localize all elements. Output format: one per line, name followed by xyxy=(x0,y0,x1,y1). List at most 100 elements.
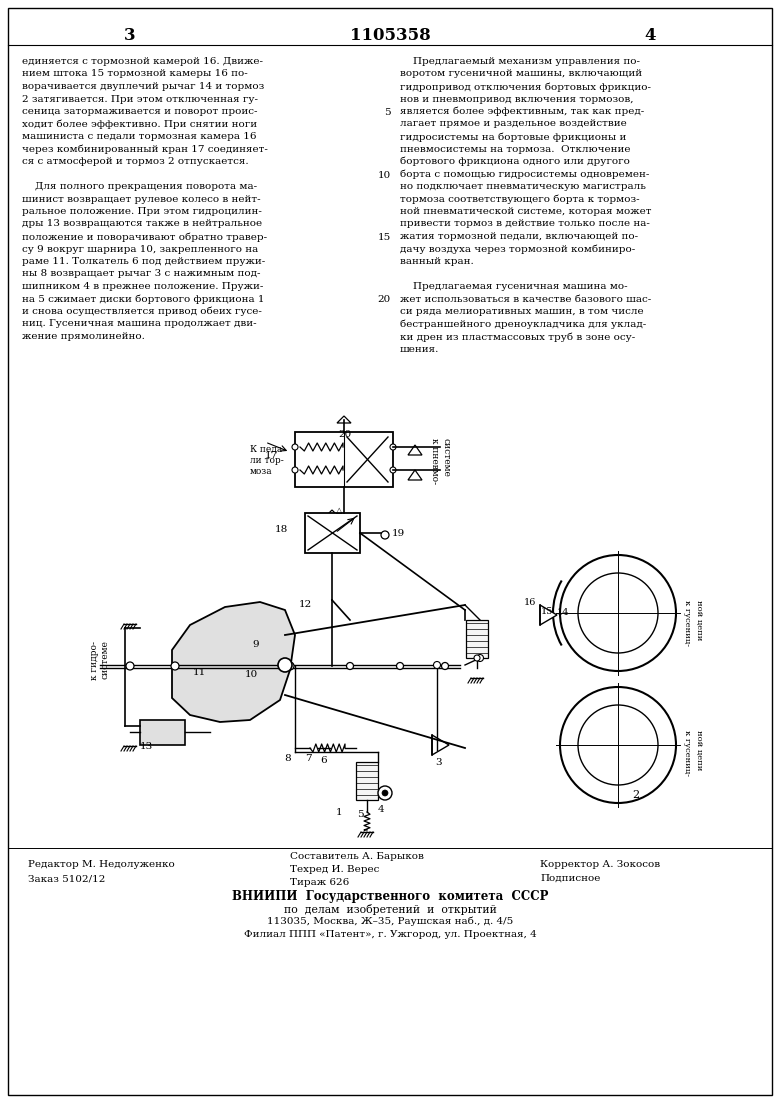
Text: ки дрен из пластмассовых труб в зоне осу-: ки дрен из пластмассовых труб в зоне осу… xyxy=(400,332,635,342)
Text: 8: 8 xyxy=(285,754,291,763)
Text: 1: 1 xyxy=(336,808,342,817)
Text: и снова осуществляется привод обеих гусе-: и снова осуществляется привод обеих гусе… xyxy=(22,307,262,317)
Text: бортового фрикциона одного или другого: бортового фрикциона одного или другого xyxy=(400,157,630,167)
Circle shape xyxy=(578,572,658,653)
Circle shape xyxy=(381,531,389,539)
Polygon shape xyxy=(432,735,449,754)
Text: 2: 2 xyxy=(632,790,639,800)
Text: нов и пневмопривод включения тормозов,: нов и пневмопривод включения тормозов, xyxy=(400,95,633,104)
Text: Предлагаемая гусеничная машина мо-: Предлагаемая гусеничная машина мо- xyxy=(400,282,628,291)
Text: к пневмо-: к пневмо- xyxy=(430,438,439,484)
Text: ниц. Гусеничная машина продолжает дви-: ниц. Гусеничная машина продолжает дви- xyxy=(22,320,257,329)
Text: Филиал ППП «Патент», г. Ужгород, ул. Проектная, 4: Филиал ППП «Патент», г. Ужгород, ул. Про… xyxy=(243,930,537,939)
Text: положение и поворачивают обратно травер-: положение и поворачивают обратно травер- xyxy=(22,232,267,242)
Text: ной цепи: ной цепи xyxy=(695,730,703,770)
Bar xyxy=(295,432,393,488)
Text: Корректор А. Зокосов: Корректор А. Зокосов xyxy=(540,860,660,869)
Circle shape xyxy=(126,662,134,670)
Text: шипником 4 в прежнее положение. Пружи-: шипником 4 в прежнее положение. Пружи- xyxy=(22,282,264,291)
Text: бестраншейного дреноукладчика для уклад-: бестраншейного дреноукладчика для уклад- xyxy=(400,320,647,329)
Text: 4: 4 xyxy=(644,26,656,43)
Text: воротом гусеничной машины, включающий: воротом гусеничной машины, включающий xyxy=(400,69,642,78)
Text: лагает прямое и раздельное воздействие: лагает прямое и раздельное воздействие xyxy=(400,119,627,129)
Text: гидропривод отключения бортовых фрикцио-: гидропривод отключения бортовых фрикцио- xyxy=(400,82,651,92)
Text: 10: 10 xyxy=(245,670,258,679)
Text: шения.: шения. xyxy=(400,344,439,353)
Text: Редактор М. Недолуженко: Редактор М. Недолуженко xyxy=(28,860,175,869)
Circle shape xyxy=(560,555,676,671)
Circle shape xyxy=(396,663,403,670)
Circle shape xyxy=(390,445,396,450)
Circle shape xyxy=(382,790,388,796)
Text: Предлагаемый механизм управления по-: Предлагаемый механизм управления по- xyxy=(400,57,640,66)
Circle shape xyxy=(477,654,484,662)
Circle shape xyxy=(346,663,353,670)
Text: 17: 17 xyxy=(264,451,278,460)
Text: Техред И. Верес: Техред И. Верес xyxy=(290,865,379,874)
Text: 1105358: 1105358 xyxy=(349,26,431,43)
Text: раме 11. Толкатель 6 под действием пружи-: раме 11. Толкатель 6 под действием пружи… xyxy=(22,257,265,266)
Text: 19: 19 xyxy=(392,528,406,537)
Text: на 5 сжимает диски бортового фрикциона 1: на 5 сжимает диски бортового фрикциона 1 xyxy=(22,295,264,304)
Text: 3: 3 xyxy=(124,26,136,43)
Circle shape xyxy=(434,662,441,668)
Text: 6: 6 xyxy=(320,756,327,765)
Text: 20: 20 xyxy=(378,296,391,304)
Circle shape xyxy=(378,786,392,800)
Text: Для полного прекращения поворота ма-: Для полного прекращения поворота ма- xyxy=(22,182,257,191)
Polygon shape xyxy=(540,606,557,625)
Text: дачу воздуха через тормозной комбиниро-: дачу воздуха через тормозной комбиниро- xyxy=(400,245,635,254)
Text: 3: 3 xyxy=(435,758,441,767)
Text: 4: 4 xyxy=(378,805,385,814)
Text: си ряда мелиоративных машин, в том числе: си ряда мелиоративных машин, в том числе xyxy=(400,307,644,315)
Text: 113035, Москва, Ж–35, Раушская наб., д. 4/5: 113035, Москва, Ж–35, Раушская наб., д. … xyxy=(267,917,513,927)
Text: △: △ xyxy=(336,506,342,515)
Bar xyxy=(305,513,360,553)
Text: через комбинированный кран 17 соединяет-: через комбинированный кран 17 соединяет- xyxy=(22,144,268,154)
Circle shape xyxy=(560,687,676,803)
Circle shape xyxy=(441,663,448,670)
Circle shape xyxy=(474,655,480,661)
Bar xyxy=(356,762,378,800)
Circle shape xyxy=(292,467,298,473)
Text: К педа-: К педа- xyxy=(250,445,285,454)
Text: единяется с тормозной камерой 16. Движе-: единяется с тормозной камерой 16. Движе- xyxy=(22,57,263,66)
Text: Подписное: Подписное xyxy=(540,874,601,884)
Circle shape xyxy=(292,445,298,450)
Text: сеница затормаживается и поворот проис-: сеница затормаживается и поворот проис- xyxy=(22,107,257,116)
Text: нием штока 15 тормозной камеры 16 по-: нием штока 15 тормозной камеры 16 по- xyxy=(22,69,248,78)
Text: 15: 15 xyxy=(541,607,553,615)
Circle shape xyxy=(171,662,179,670)
Text: к гидро-
системе: к гидро- системе xyxy=(90,641,110,679)
Text: к гусениц-: к гусениц- xyxy=(683,600,691,646)
Text: су 9 вокруг шарнира 10, закрепленного на: су 9 вокруг шарнира 10, закрепленного на xyxy=(22,245,258,254)
Text: пневмосистемы на тормоза.  Отключение: пневмосистемы на тормоза. Отключение xyxy=(400,144,630,153)
Bar xyxy=(140,720,185,745)
Text: 15: 15 xyxy=(378,233,391,242)
Text: 7: 7 xyxy=(305,754,312,763)
Text: 20: 20 xyxy=(338,430,351,439)
Text: моза: моза xyxy=(250,467,273,476)
Text: является более эффективным, так как пред-: является более эффективным, так как пред… xyxy=(400,107,644,117)
Text: ся с атмосферой и тормоз 2 отпускается.: ся с атмосферой и тормоз 2 отпускается. xyxy=(22,157,249,165)
Text: шинист возвращает рулевое колесо в нейт-: шинист возвращает рулевое колесо в нейт- xyxy=(22,194,261,203)
Text: 5: 5 xyxy=(385,108,391,117)
Text: ны 8 возвращает рычаг 3 с нажимным под-: ны 8 возвращает рычаг 3 с нажимным под- xyxy=(22,269,261,278)
Text: но подключает пневматическую магистраль: но подключает пневматическую магистраль xyxy=(400,182,646,191)
Text: дры 13 возвращаются также в нейтральное: дры 13 возвращаются также в нейтральное xyxy=(22,219,262,228)
Text: 16: 16 xyxy=(524,598,537,607)
Text: 14: 14 xyxy=(557,608,569,617)
Text: ральное положение. При этом гидроцилин-: ральное положение. При этом гидроцилин- xyxy=(22,207,262,216)
Circle shape xyxy=(286,662,294,670)
Text: ворачивается двуплечий рычаг 14 и тормоз: ворачивается двуплечий рычаг 14 и тормоз xyxy=(22,82,264,92)
Text: ВНИИПИ  Государственного  комитета  СССР: ВНИИПИ Государственного комитета СССР xyxy=(232,890,548,903)
Circle shape xyxy=(278,658,292,672)
Text: ли тор-: ли тор- xyxy=(250,456,284,465)
Polygon shape xyxy=(172,602,295,722)
Text: жение прямолинейно.: жение прямолинейно. xyxy=(22,332,145,341)
Text: системе: системе xyxy=(441,438,450,476)
Text: тормоза соответствующего борта к тормоз-: тормоза соответствующего борта к тормоз- xyxy=(400,194,640,204)
Text: гидросистемы на бортовые фрикционы и: гидросистемы на бортовые фрикционы и xyxy=(400,132,626,141)
Circle shape xyxy=(578,705,658,785)
Text: по  делам  изобретений  и  открытий: по делам изобретений и открытий xyxy=(284,904,496,915)
